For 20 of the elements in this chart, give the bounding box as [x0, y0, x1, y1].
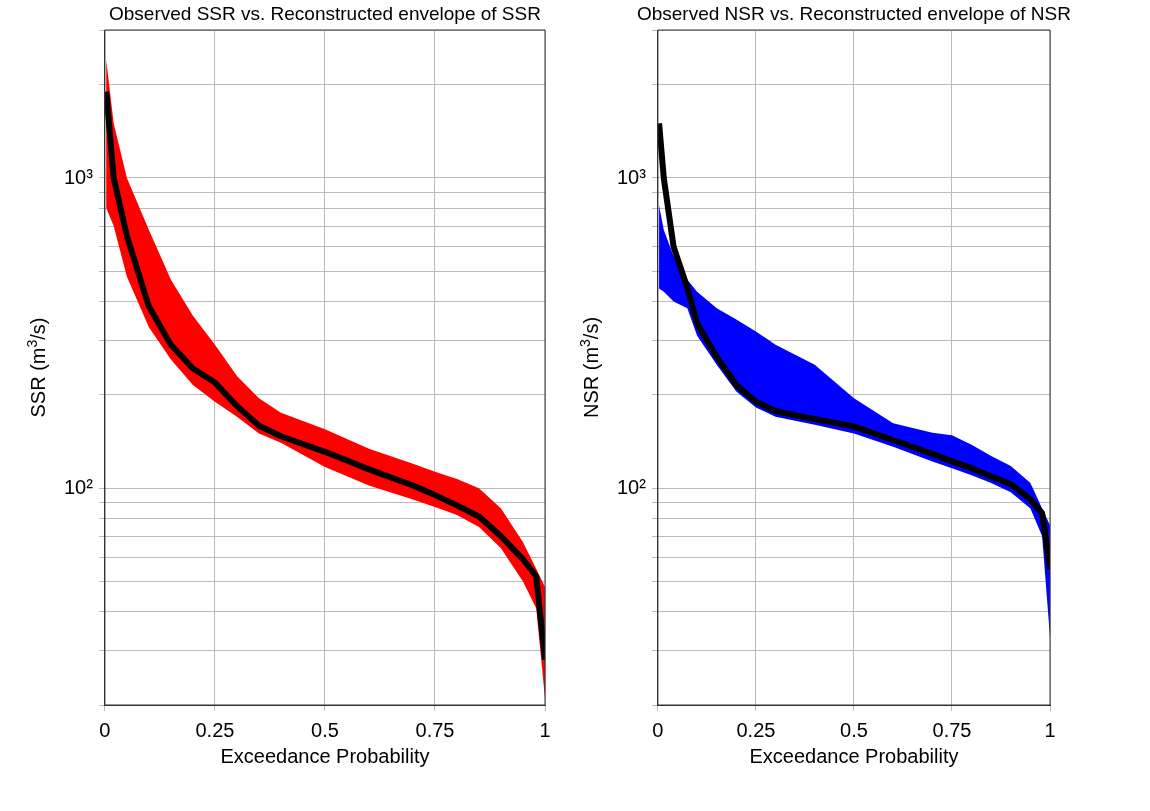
y-tick-label: 10³ — [617, 165, 647, 188]
y-tick-label: 10³ — [64, 165, 94, 188]
x-axis-title: Exceedance Probability — [220, 745, 430, 767]
y-axis-title: SSR (m3/s) — [23, 317, 49, 418]
x-tick-label: 0.75 — [932, 718, 972, 741]
x-tick-label: 0 — [652, 718, 664, 741]
x-tick-label: 0.5 — [311, 718, 339, 741]
y-tick-label: 10² — [64, 475, 94, 498]
x-axis-title: Exceedance Probability — [749, 745, 959, 767]
x-tick-label: 0 — [99, 718, 111, 741]
x-tick-label: 0.25 — [195, 718, 235, 741]
x-tick-label: 1 — [1044, 718, 1056, 741]
y-axis-title: NSR (m3/s) — [576, 316, 602, 419]
x-tick-label: 0.25 — [736, 718, 776, 741]
x-tick-label: 0.75 — [415, 718, 455, 741]
y-tick-label: 10² — [617, 475, 647, 498]
x-tick-label: 0.5 — [840, 718, 868, 741]
chart-title: Observed NSR vs. Reconstructed envelope of NSR — [636, 3, 1071, 24]
chart-title: Observed SSR vs. Reconstructed envelope of SSR — [108, 3, 541, 24]
x-tick-label: 1 — [539, 718, 551, 741]
